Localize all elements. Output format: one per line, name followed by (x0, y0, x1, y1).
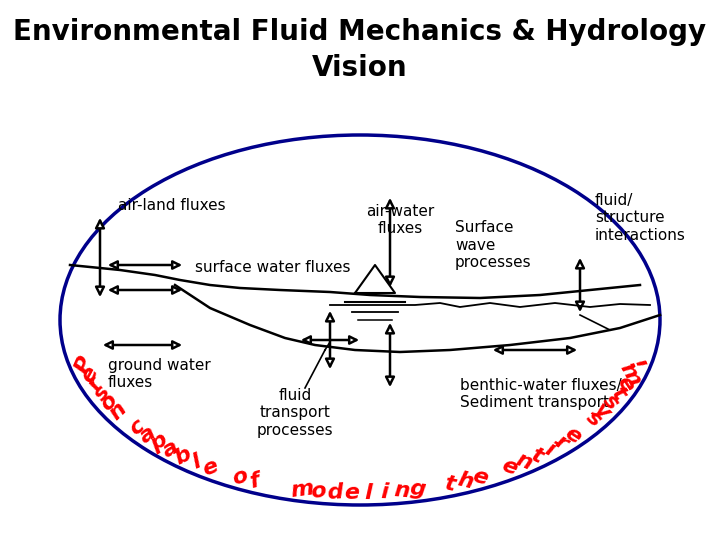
Text: n: n (392, 481, 410, 502)
Text: ground water
fluxes: ground water fluxes (108, 358, 211, 390)
Text: fluid/
structure
interactions: fluid/ structure interactions (595, 193, 686, 243)
Text: i: i (541, 438, 557, 460)
Text: t: t (443, 474, 456, 495)
Text: o: o (96, 390, 122, 414)
Text: h: h (455, 469, 475, 492)
Text: e: e (612, 372, 637, 396)
Text: Environmental Fluid Mechanics & Hydrology: Environmental Fluid Mechanics & Hydrolog… (14, 18, 706, 46)
Text: a: a (135, 422, 159, 448)
Text: l: l (364, 483, 372, 503)
Text: e: e (344, 483, 359, 503)
Text: fluid
transport
processes: fluid transport processes (257, 388, 333, 438)
Text: s: s (582, 407, 605, 431)
Text: Surface
wave
processes: Surface wave processes (455, 220, 531, 270)
Text: d: d (327, 482, 343, 503)
Text: s: s (90, 382, 114, 404)
Text: s: s (599, 390, 623, 414)
Text: e: e (199, 455, 221, 480)
Text: surface water fluxes: surface water fluxes (195, 260, 351, 275)
Text: f: f (248, 470, 262, 491)
Text: e: e (470, 465, 490, 489)
Text: i: i (380, 482, 390, 503)
Text: t: t (607, 383, 629, 403)
Text: air-land fluxes: air-land fluxes (118, 198, 225, 213)
Text: m: m (616, 360, 645, 389)
Text: r: r (552, 431, 572, 454)
Text: !: ! (624, 356, 647, 374)
Text: e: e (77, 363, 102, 386)
Text: P: P (72, 353, 97, 376)
Text: m: m (289, 478, 315, 501)
Text: e: e (561, 422, 585, 448)
Text: e: e (499, 455, 521, 480)
Text: a: a (159, 437, 182, 462)
Text: air-water
fluxes: air-water fluxes (366, 204, 434, 236)
Text: o: o (310, 481, 327, 502)
Text: n: n (512, 449, 535, 474)
Text: benthic-water fluxes/
Sediment transport: benthic-water fluxes/ Sediment transport (460, 378, 622, 410)
Text: o: o (230, 465, 250, 489)
Text: l: l (189, 451, 204, 472)
Text: y: y (590, 399, 615, 423)
Text: g: g (408, 478, 427, 501)
Text: n: n (105, 398, 130, 423)
Text: t: t (528, 444, 546, 467)
Text: r: r (84, 374, 107, 394)
Text: p: p (146, 430, 171, 455)
Text: b: b (172, 443, 194, 468)
Text: Vision: Vision (312, 54, 408, 82)
Text: c: c (125, 415, 148, 439)
